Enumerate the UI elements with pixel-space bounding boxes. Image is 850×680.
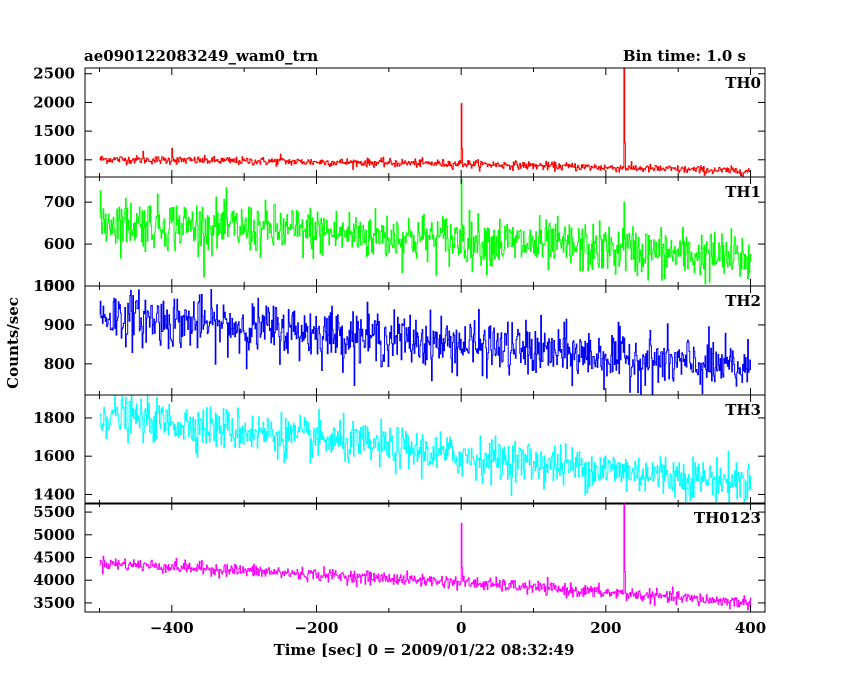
y-tick-label: 900 — [44, 316, 75, 334]
panel-label: TH0123 — [694, 509, 761, 527]
x-tick-label: 200 — [590, 619, 621, 637]
y-tick-label: 700 — [44, 193, 75, 211]
panel-th1: 500 600 700 TH1 — [44, 176, 766, 295]
y-axis-label: Counts/sec — [4, 297, 22, 389]
y-tick-label: 500 — [44, 277, 75, 295]
y-tick-label: 1400 — [33, 485, 75, 503]
series-line-th3 — [99, 395, 751, 504]
chart-title: ae090122083249_wam0_trn — [84, 47, 318, 65]
x-axis-label: Time [sec] 0 = 2009/01/22 08:32:49 — [274, 641, 575, 659]
bin-time-label: Bin time: 1.0 s — [623, 47, 746, 65]
y-tick-label: 3500 — [33, 594, 75, 612]
panel-label: TH0 — [725, 74, 761, 92]
y-tick-label: 2000 — [33, 93, 75, 111]
y-tick-label: 800 — [44, 355, 75, 373]
series-line-th0123 — [99, 503, 751, 611]
y-tick-label: 1000 — [33, 277, 75, 295]
panel-label: TH2 — [725, 292, 761, 310]
y-tick-label: 5000 — [33, 526, 75, 544]
y-tick-label: 5500 — [33, 503, 75, 521]
panel-frame — [84, 285, 766, 396]
y-tick-label: 4500 — [33, 549, 75, 567]
panel-th0: 1000 1500 2000 2500 TH0 — [33, 65, 766, 178]
series-line-th2 — [99, 289, 751, 395]
panels: 1000150020002500TH0500600700TH1800900100… — [33, 65, 766, 637]
panel-frame — [84, 394, 766, 505]
y-tick-label: 2500 — [33, 65, 75, 83]
y-tick-label: 4000 — [33, 571, 75, 589]
series-line-th0 — [99, 68, 751, 177]
y-tick-label: 1800 — [33, 409, 75, 427]
x-tick-label: 0 — [456, 619, 466, 637]
x-tick-label: −400 — [150, 619, 194, 637]
panel-label: TH3 — [725, 401, 761, 419]
x-tick-label: −200 — [295, 619, 339, 637]
x-tick-label: 400 — [735, 619, 766, 637]
y-tick-label: 1500 — [33, 122, 75, 140]
y-tick-label: 1600 — [33, 447, 75, 465]
panel-th0123: 3500 4000 4500 5000 5500 TH0123 — [33, 502, 766, 613]
y-tick-label: 1000 — [33, 151, 75, 169]
panel-frame — [84, 67, 766, 178]
panel-th3: 1400 1600 1800 TH3 — [33, 394, 766, 505]
y-tick-label: 600 — [44, 235, 75, 253]
series-line-th1 — [99, 178, 751, 285]
panel-th2: 800 900 1000 TH2 — [33, 277, 766, 396]
panel-label: TH1 — [725, 183, 761, 201]
